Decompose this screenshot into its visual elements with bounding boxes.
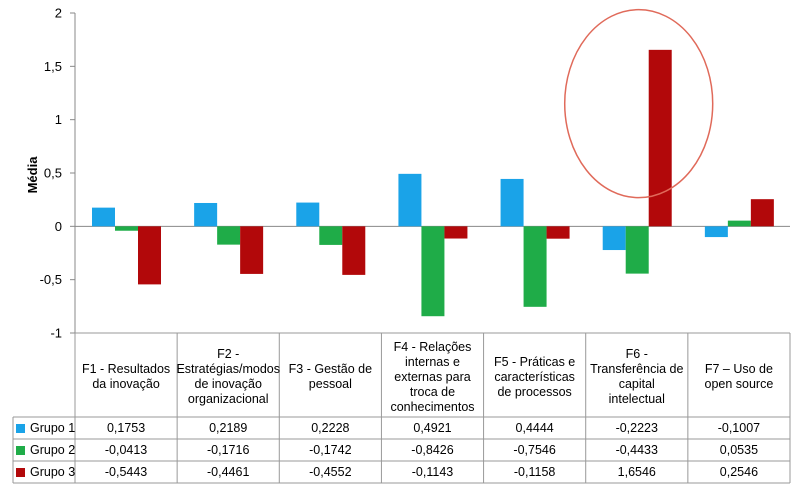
legend-item: Grupo 3	[16, 461, 75, 483]
bar-grupo-1-f3	[296, 202, 320, 227]
category-label: F4 - Relações internas e externas para t…	[390, 339, 475, 414]
legend-swatch	[16, 467, 25, 477]
y-tick-label: 0,5	[44, 166, 62, 181]
bar-grupo-2-f5	[523, 226, 547, 307]
table-cell: 0,2546	[719, 465, 759, 479]
bar-grupo-2-f6	[625, 226, 649, 274]
bar-grupo-1-f7	[704, 226, 728, 238]
table-cell: 0,2189	[209, 421, 248, 435]
y-tick-label: -0,5	[40, 272, 62, 287]
legend-item: Grupo 2	[16, 439, 75, 461]
table-cell: 0,4921	[413, 421, 452, 435]
y-tick-label: 2	[55, 6, 62, 21]
y-tick-label: 1	[55, 112, 62, 127]
table-cell: -0,1158	[513, 465, 556, 479]
bar-grupo-3-f7	[750, 199, 774, 227]
table-cell: -0,4461	[207, 465, 250, 479]
legend-swatch	[16, 445, 25, 455]
y-axis-label: Média	[25, 156, 40, 194]
category-label: F2 - Estratégias/modos de inovação organ…	[176, 347, 280, 406]
table-cell: -0,4433	[615, 443, 658, 457]
bar-grupo-1-f2	[194, 202, 218, 227]
category-label: F3 - Gestão de pessoal	[288, 362, 373, 391]
bar-grupo-2-f1	[115, 226, 138, 231]
bar-grupo-3-f3	[342, 226, 366, 275]
legend-label: Grupo 3	[30, 465, 76, 479]
bar-grupo-3-f6	[648, 49, 672, 227]
category-label: F5 - Práticas e características de proce…	[493, 354, 576, 399]
table-cell: 0,1753	[106, 421, 146, 435]
bar-grupo-3-f2	[240, 226, 264, 274]
legend-item: Grupo 1	[16, 417, 75, 439]
y-tick-label: 1,5	[44, 59, 62, 74]
bar-grupo-2-f7	[727, 220, 751, 227]
table-cell: -0,0413	[104, 443, 148, 457]
table-cell: -0,1716	[207, 443, 250, 457]
table-cell: 0,0535	[719, 443, 759, 457]
table-cell: -0,4552	[309, 465, 352, 479]
category-label: F6 - Transferência de capital intelectua…	[590, 347, 684, 406]
legend-swatch	[16, 423, 25, 433]
y-tick-label: -1	[50, 326, 62, 341]
legend-label: Grupo 2	[30, 443, 76, 457]
bar-grupo-1-f6	[602, 226, 626, 251]
highlight-ellipse	[563, 8, 714, 199]
bar-grupo-3-f1	[138, 226, 161, 285]
bar-grupo-3-f4	[444, 226, 468, 239]
bar-grupo-1-f5	[500, 178, 524, 227]
table-cell: 1,6546	[617, 465, 656, 479]
table-cell: -0,1007	[717, 421, 761, 435]
category-label: F1 - Resultados da inovação	[81, 362, 171, 391]
table-cell: -0,7546	[513, 443, 556, 457]
bar-grupo-1-f1	[92, 207, 115, 227]
y-tick-label: 0	[55, 219, 62, 234]
table-cell: -0,5443	[104, 465, 148, 479]
table-cell: 0,4444	[515, 421, 554, 435]
bar-grupo-2-f3	[319, 226, 343, 245]
table-cell: 0,2228	[311, 421, 350, 435]
bar-grupo-1-f4	[398, 173, 422, 227]
table-cell: -0,2223	[615, 421, 658, 435]
table-cell: -0,8426	[411, 443, 454, 457]
bar-grupo-2-f2	[217, 226, 241, 245]
table-cell: -0,1143	[411, 465, 454, 479]
bar-grupo-2-f4	[421, 226, 445, 317]
category-label: F7 – Uso de open source	[704, 362, 774, 391]
legend-label: Grupo 1	[30, 421, 76, 435]
table-cell: -0,1742	[309, 443, 352, 457]
bar-grupo-3-f5	[546, 226, 570, 239]
